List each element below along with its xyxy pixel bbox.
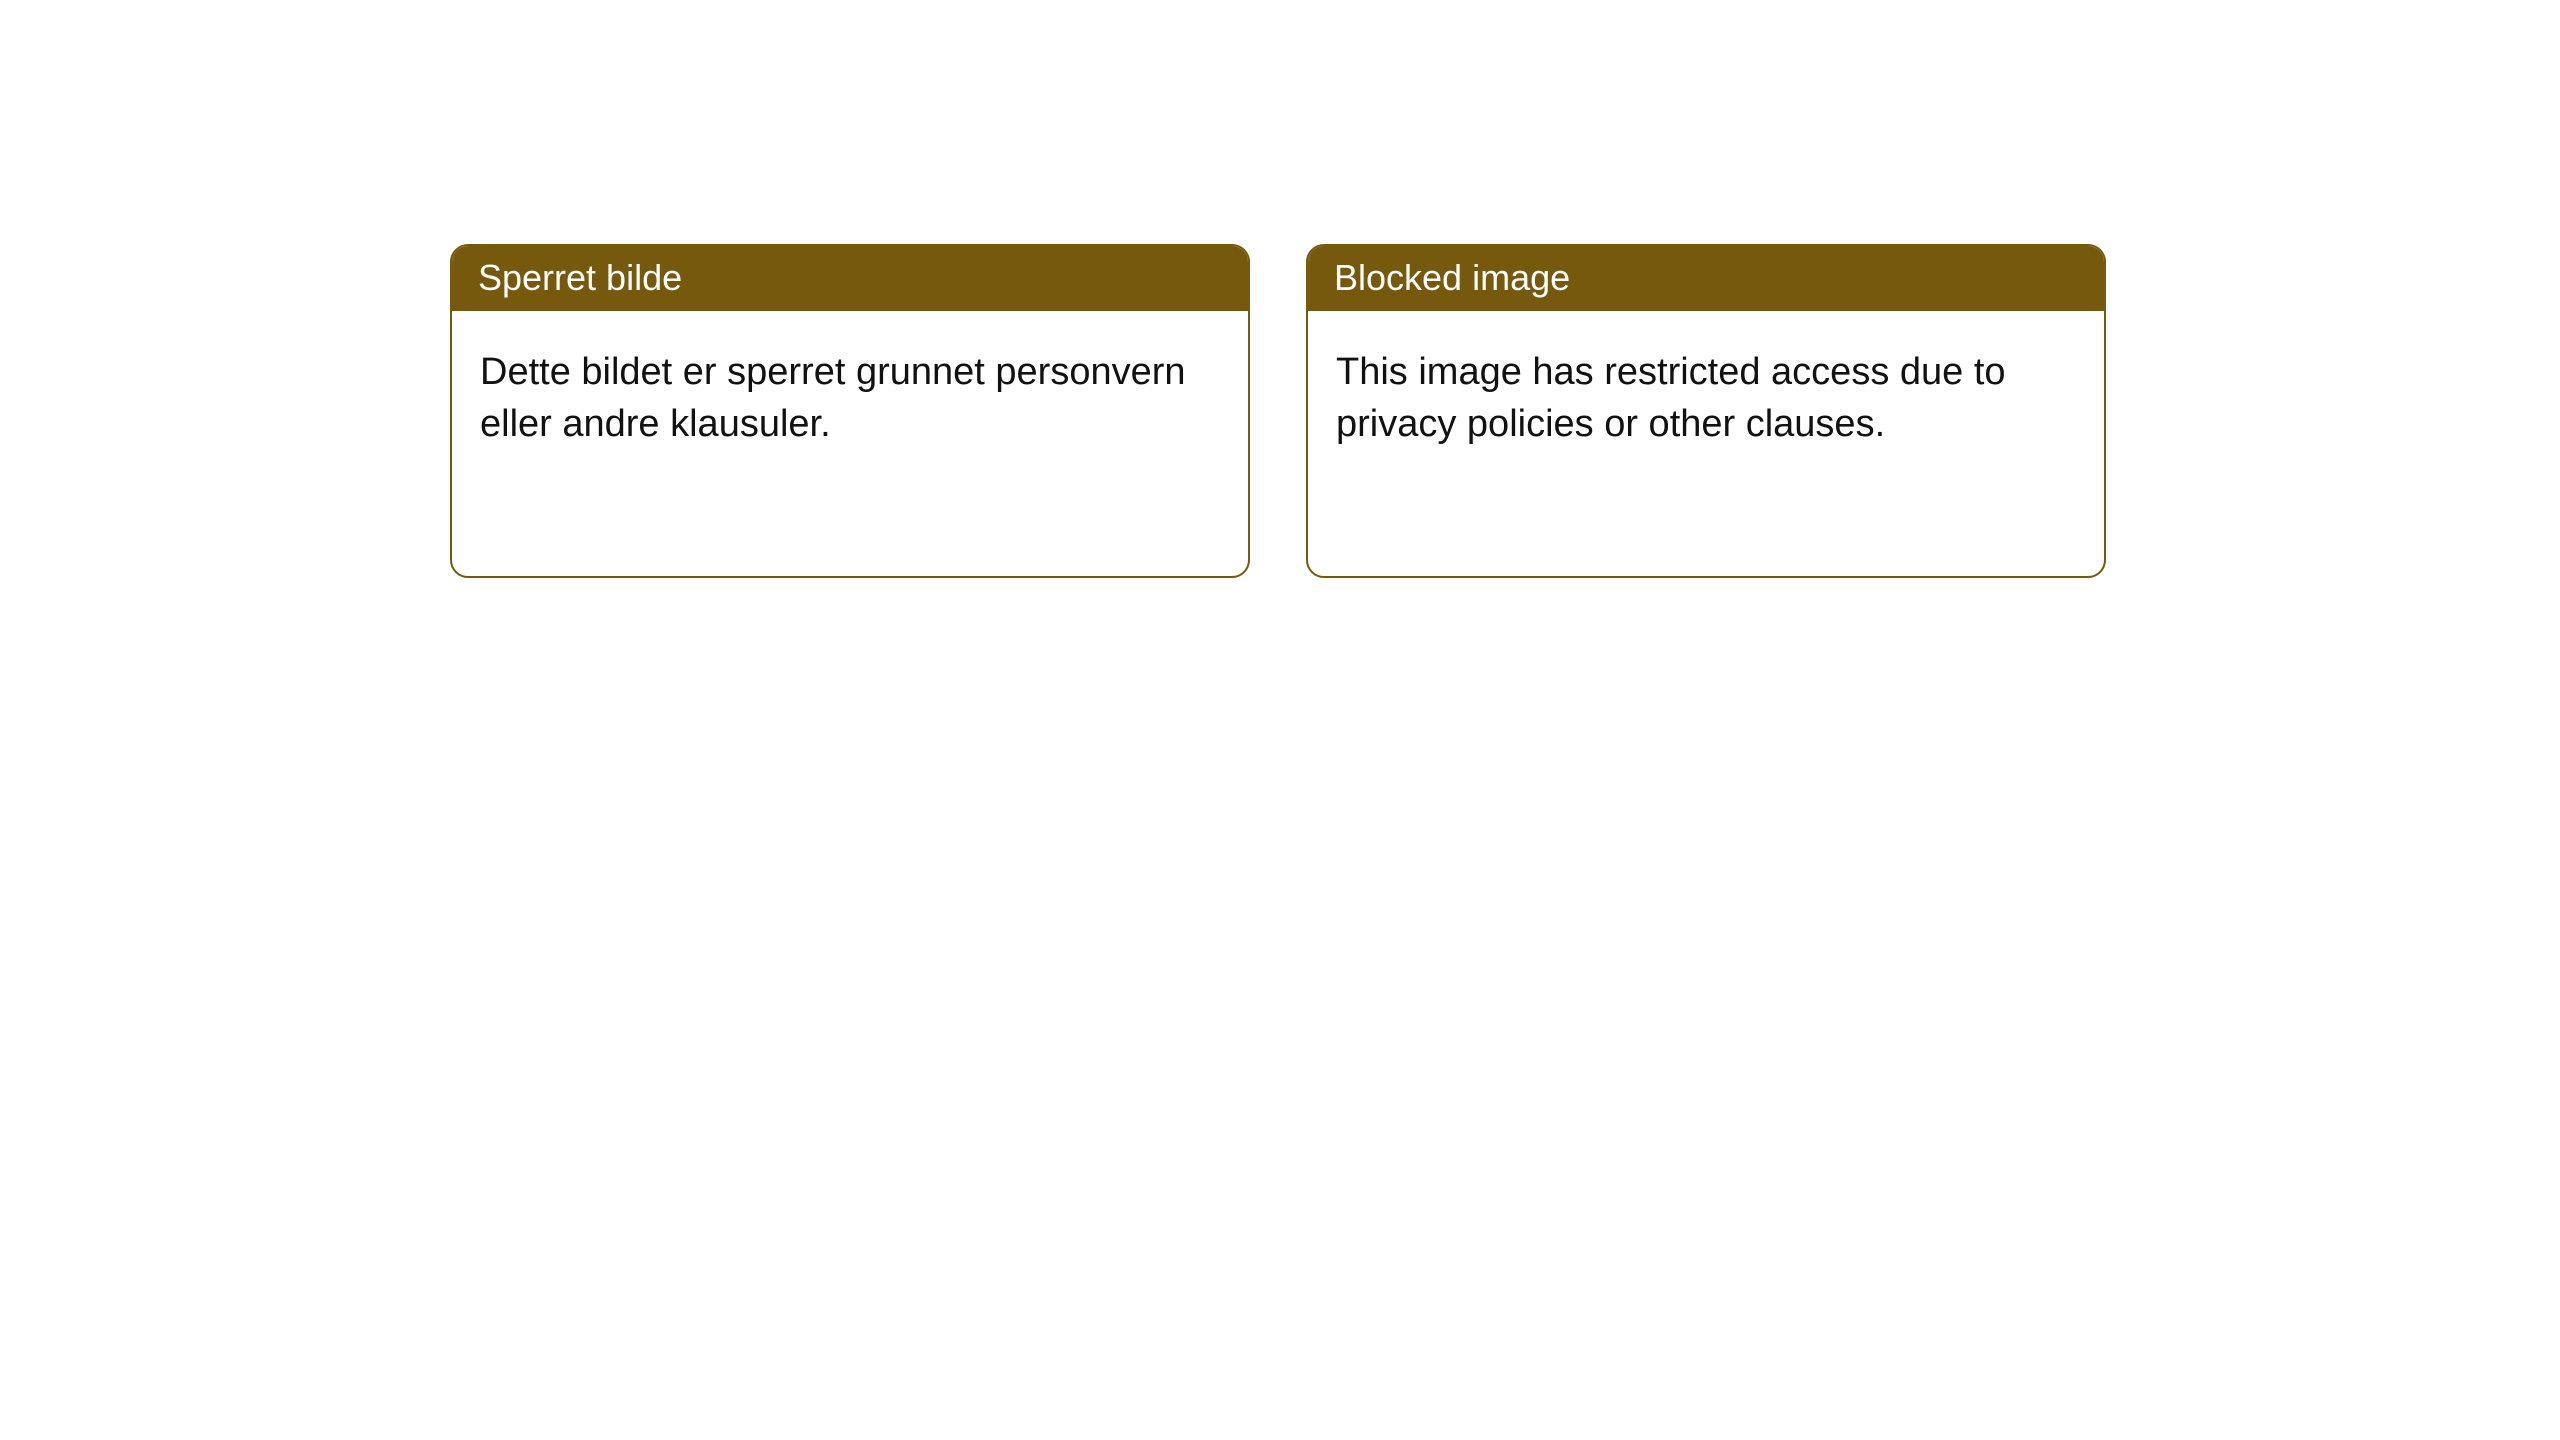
notice-card-english: Blocked image This image has restricted … <box>1306 244 2106 578</box>
notice-body: Dette bildet er sperret grunnet personve… <box>452 311 1248 478</box>
notice-body: This image has restricted access due to … <box>1308 311 2104 478</box>
notice-container: Sperret bilde Dette bildet er sperret gr… <box>0 0 2560 578</box>
notice-header: Blocked image <box>1308 246 2104 311</box>
notice-card-norwegian: Sperret bilde Dette bildet er sperret gr… <box>450 244 1250 578</box>
notice-header: Sperret bilde <box>452 246 1248 311</box>
